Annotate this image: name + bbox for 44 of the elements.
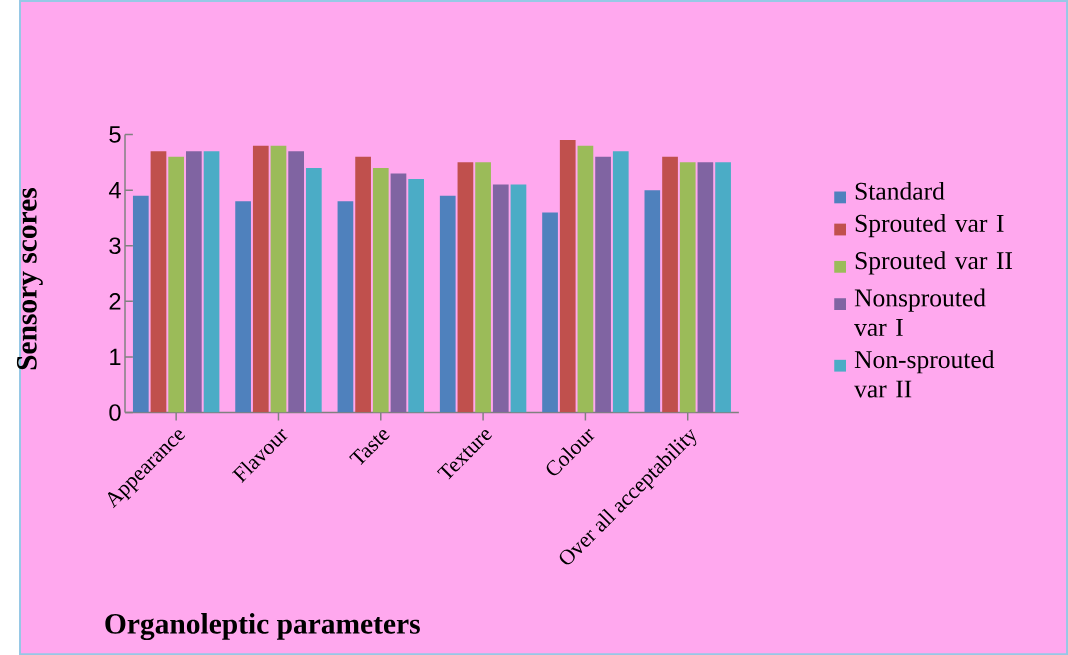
bar xyxy=(595,156,611,413)
y-tick-label: 4 xyxy=(108,181,121,199)
bar xyxy=(697,162,714,413)
bar xyxy=(305,167,322,413)
bar xyxy=(662,156,678,413)
bar xyxy=(577,145,594,413)
legend-label: Standard xyxy=(855,181,945,200)
bar xyxy=(439,195,456,413)
bar xyxy=(252,145,269,413)
bar xyxy=(457,162,474,413)
y-tick-label: 3 xyxy=(109,237,121,255)
bar xyxy=(390,173,407,413)
bar xyxy=(288,151,305,413)
bar xyxy=(542,212,558,413)
bar xyxy=(185,151,202,413)
bar xyxy=(270,145,287,413)
bar xyxy=(492,184,509,413)
bar xyxy=(355,156,371,413)
bar xyxy=(168,156,185,413)
bar xyxy=(679,162,696,413)
legend-label: Sprouted var I xyxy=(855,213,1004,238)
bar xyxy=(559,140,576,413)
legend-label: Sprouted var II xyxy=(855,251,1013,275)
bar xyxy=(372,167,389,413)
bar xyxy=(337,201,354,413)
bar xyxy=(203,151,220,413)
bar xyxy=(475,162,491,413)
bar xyxy=(132,195,149,413)
bar xyxy=(408,178,424,413)
bar xyxy=(612,151,629,413)
y-axis-title: Sensory scores xyxy=(16,187,43,370)
x-tick-label: Taste xyxy=(349,429,390,465)
y-tick-label: 1 xyxy=(110,348,121,365)
x-axis-title: Organoleptic parameters xyxy=(105,613,420,640)
bar xyxy=(644,190,661,413)
bar xyxy=(510,184,527,413)
y-tick-label: 0 xyxy=(109,404,121,421)
legend-label: Non-sprouted var II xyxy=(854,350,995,398)
bar xyxy=(235,201,251,413)
bar xyxy=(715,162,731,413)
y-tick-label: 5 xyxy=(109,126,121,143)
y-tick-label: 2 xyxy=(109,293,121,310)
legend-label: Nonsprouted var I xyxy=(854,288,986,336)
bar xyxy=(150,151,167,413)
